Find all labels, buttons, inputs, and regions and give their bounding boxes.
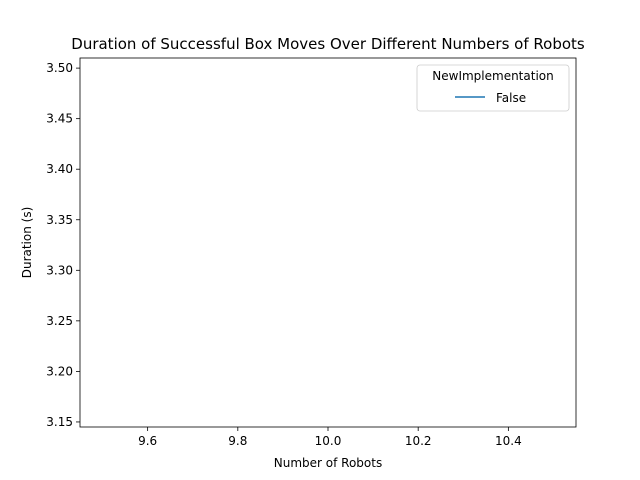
legend: NewImplementation False [416,64,570,112]
x-tick-label: 9.6 [138,434,157,448]
legend-title: NewImplementation [432,69,553,83]
y-tick-label: 3.20 [46,364,73,378]
x-axis-ticks: 9.6 9.8 10.0 10.2 10.4 [138,427,522,448]
y-tick-label: 3.50 [46,61,73,75]
legend-label-false: False [496,91,526,105]
plot-frame [79,57,577,428]
y-tick-label: 3.45 [46,112,73,126]
x-tick-label: 10.2 [405,434,432,448]
y-tick-label: 3.30 [46,263,73,277]
y-tick-label: 3.15 [46,415,73,429]
plot-area [79,57,577,428]
chart-title: Duration of Successful Box Moves Over Di… [71,35,585,53]
y-tick-label: 3.40 [46,162,73,176]
x-tick-label: 9.8 [228,434,247,448]
x-tick-label: 10.0 [315,434,342,448]
legend-box [416,64,570,112]
y-tick-label: 3.35 [46,213,73,227]
x-axis-label: Number of Robots [274,456,382,470]
x-tick-label: 10.4 [495,434,522,448]
y-axis-ticks: 3.15 3.20 3.25 3.30 3.35 3.40 3.45 3.50 [46,61,80,429]
y-axis-label: Duration (s) [20,207,34,279]
y-tick-label: 3.25 [46,314,73,328]
